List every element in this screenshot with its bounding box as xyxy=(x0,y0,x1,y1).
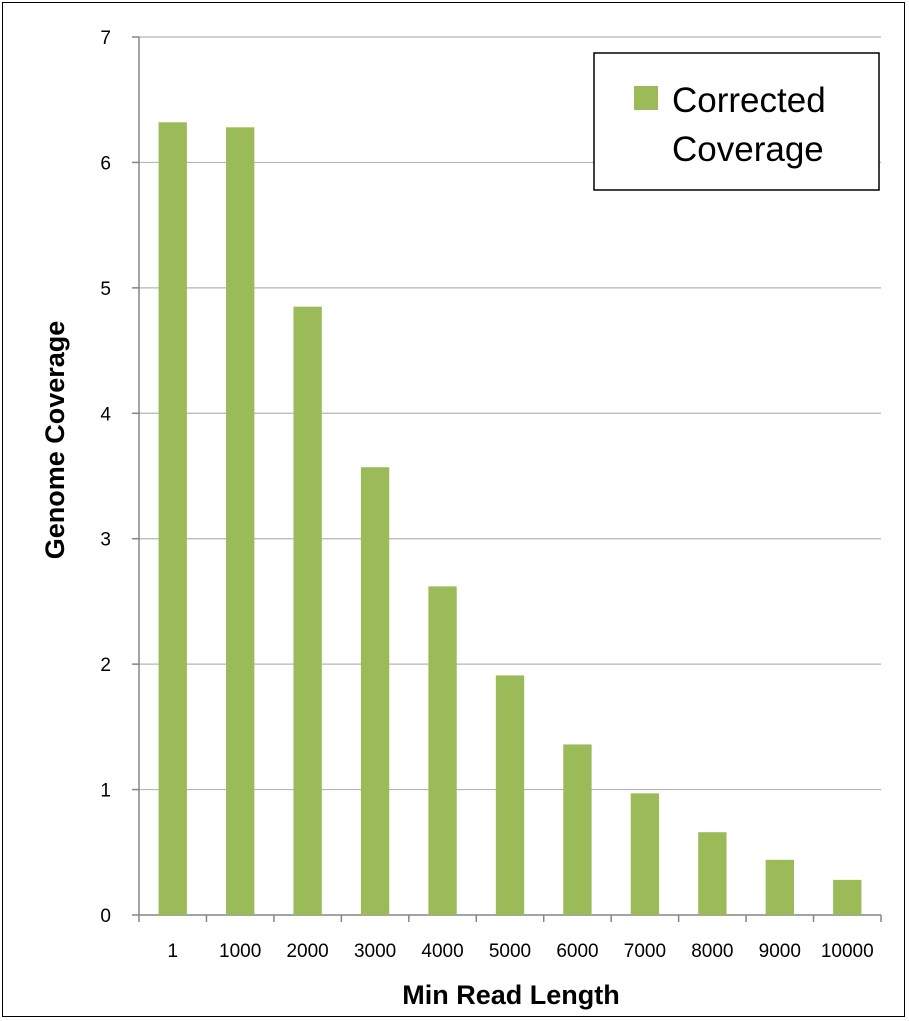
y-tick-label: 1 xyxy=(100,781,111,802)
x-tick-label: 10000 xyxy=(821,941,874,962)
x-tick-label: 9000 xyxy=(759,941,801,962)
x-tick-label: 6000 xyxy=(556,941,598,962)
bar xyxy=(765,859,794,915)
bar xyxy=(428,586,457,915)
bar xyxy=(293,306,322,916)
x-axis-ticks: 1 1000 2000 3000 4000 5000 6000 7000 8000 9000 100… xyxy=(138,915,882,962)
bar xyxy=(563,744,592,915)
x-tick-label: 8000 xyxy=(691,941,733,962)
y-axis-ticks: 0 1 2 3 4 5 6 7 xyxy=(100,28,139,927)
y-tick-label: 4 xyxy=(100,404,111,425)
bar xyxy=(158,122,187,915)
bar xyxy=(698,832,727,915)
legend-label-line-2: Coverage xyxy=(672,130,824,169)
bar xyxy=(495,675,525,915)
legend-swatch xyxy=(634,86,658,110)
legend-label-line-1: Corrected xyxy=(672,81,826,120)
bar xyxy=(360,467,390,915)
y-tick-label: 6 xyxy=(100,153,111,174)
gridlines xyxy=(139,36,881,791)
bar xyxy=(833,879,862,915)
x-tick-label: 1000 xyxy=(219,941,261,962)
x-tick-label: 1 xyxy=(167,941,178,962)
x-tick-label: 7000 xyxy=(624,941,666,962)
y-axis-title: Genome Coverage xyxy=(40,321,70,560)
y-tick-label: 7 xyxy=(100,28,111,49)
bar xyxy=(630,793,660,915)
legend-box xyxy=(593,52,880,191)
x-axis-title: Min Read Length xyxy=(402,980,620,1010)
y-tick-label: 5 xyxy=(100,279,111,300)
y-tick-label: 3 xyxy=(100,530,111,551)
y-tick-label: 2 xyxy=(100,655,111,676)
legend: Corrected Coverage xyxy=(593,52,880,191)
x-tick-label: 5000 xyxy=(489,941,531,962)
x-tick-label: 3000 xyxy=(354,941,396,962)
x-tick-label: 2000 xyxy=(286,941,328,962)
bars-series-corrected-coverage xyxy=(158,122,862,916)
x-tick-label: 4000 xyxy=(421,941,463,962)
y-tick-label: 0 xyxy=(100,906,111,927)
bar xyxy=(226,127,255,915)
